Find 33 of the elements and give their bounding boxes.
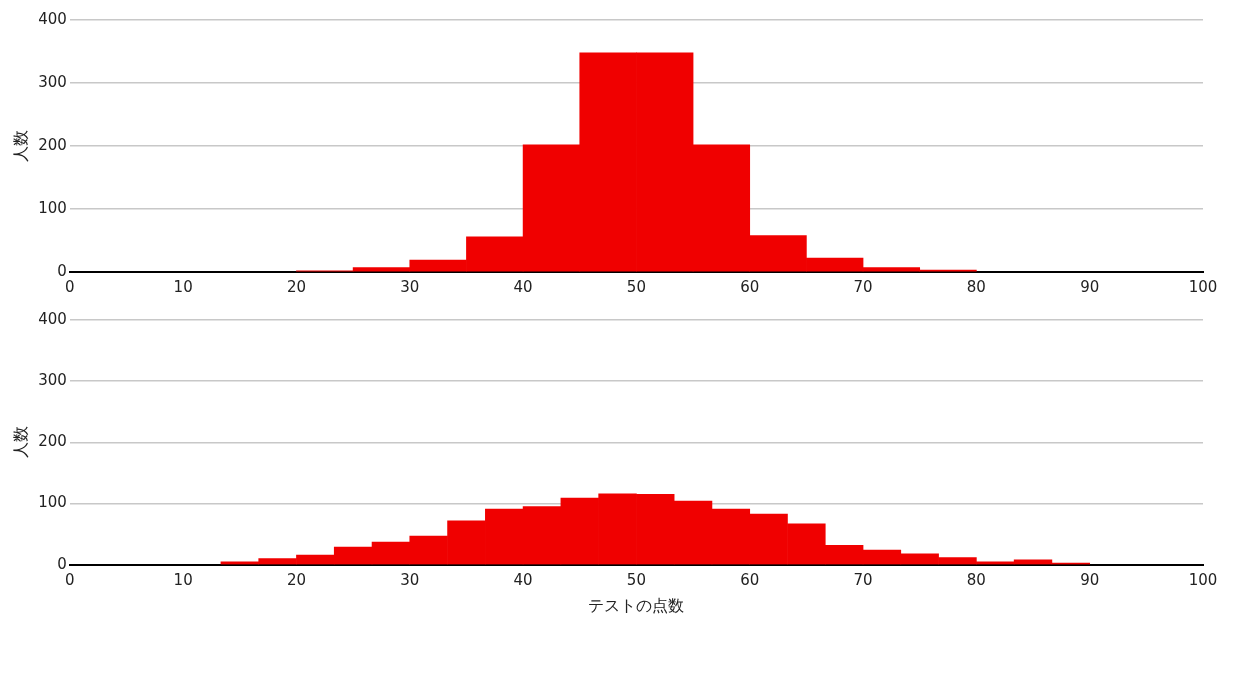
- x-axis-title: テストの点数: [588, 595, 685, 615]
- x-tick-label: 10: [173, 570, 193, 589]
- y-tick-label: 300: [38, 72, 67, 91]
- x-tick-label: 40: [513, 570, 533, 589]
- y-axis-title: 人数: [10, 130, 30, 162]
- x-tick-label: 40: [513, 277, 533, 296]
- x-tick-label: 60: [740, 570, 760, 589]
- x-tick-label: 60: [740, 277, 760, 296]
- x-tick-label: 20: [286, 277, 307, 296]
- y-tick-label: 100: [38, 198, 67, 217]
- x-tick-label: 80: [966, 277, 986, 296]
- y-axis-title: 人数: [10, 426, 30, 459]
- x-tick-label: 90: [1080, 277, 1100, 296]
- y-tick-label: 200: [38, 432, 67, 451]
- y-tick-label: 200: [38, 135, 67, 154]
- y-tick-label: 400: [38, 309, 67, 328]
- x-tick-label: 70: [853, 277, 873, 296]
- x-tick-label: 70: [853, 570, 873, 589]
- x-tick-label: 30: [400, 570, 420, 589]
- y-tick-label: 100: [38, 493, 67, 512]
- x-tick-label: 10: [173, 277, 193, 296]
- y-tick-label: 0: [57, 261, 67, 280]
- x-tick-label: 50: [626, 570, 646, 589]
- x-tick-label: 100: [1188, 277, 1218, 296]
- x-tick-label: 50: [626, 277, 646, 296]
- x-tick-label: 100: [1188, 570, 1218, 589]
- y-tick-label: 400: [38, 9, 67, 28]
- x-tick-label: 90: [1080, 570, 1100, 589]
- x-tick-label: 30: [400, 277, 420, 296]
- y-tick-label: 300: [38, 371, 67, 390]
- y-tick-label: 0: [57, 554, 67, 573]
- x-tick-label: 80: [966, 570, 986, 589]
- x-tick-label: 20: [286, 570, 307, 589]
